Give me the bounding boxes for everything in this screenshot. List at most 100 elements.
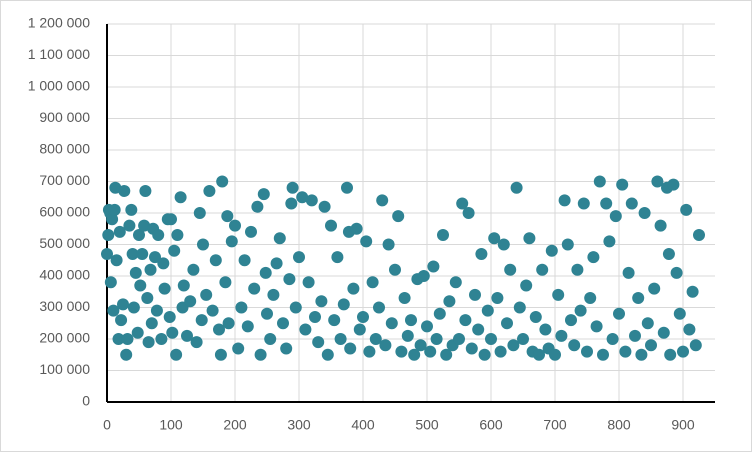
point [568, 339, 581, 352]
point [302, 276, 315, 289]
y-tick-label: 300 000 [39, 298, 90, 314]
point [150, 304, 163, 317]
point [497, 238, 510, 251]
point [318, 200, 331, 213]
x-tick-label: 200 [223, 417, 247, 433]
point [251, 200, 264, 213]
point [408, 348, 421, 361]
x-tick-label: 700 [543, 417, 567, 433]
point [545, 244, 558, 257]
point [491, 292, 504, 305]
y-tick-label: 400 000 [39, 267, 90, 283]
point [106, 213, 119, 226]
point [475, 247, 488, 260]
point [341, 181, 353, 194]
point [593, 175, 606, 188]
point [584, 292, 597, 305]
point [552, 288, 565, 301]
point [635, 348, 648, 361]
point [645, 339, 657, 352]
point [190, 336, 203, 349]
y-tick-label: 600 000 [39, 204, 90, 220]
point [165, 213, 177, 226]
point [125, 203, 138, 216]
point [113, 225, 126, 238]
point [686, 285, 699, 298]
point [587, 251, 600, 264]
point [337, 298, 350, 311]
y-tick-label: 0 [82, 393, 90, 409]
point [115, 314, 128, 327]
point [232, 342, 245, 355]
point [533, 348, 545, 361]
point [664, 348, 677, 361]
point [353, 323, 366, 336]
point [398, 292, 411, 305]
point [667, 178, 680, 191]
point [392, 210, 405, 223]
point [437, 229, 449, 242]
y-tick-label: 700 000 [39, 172, 90, 188]
point [102, 229, 115, 242]
point [219, 276, 232, 289]
point [549, 348, 561, 361]
point [222, 317, 235, 330]
point [141, 292, 154, 305]
point [501, 317, 513, 330]
point [405, 314, 417, 327]
point [296, 191, 309, 204]
point [206, 304, 219, 317]
point [529, 310, 542, 323]
y-tick-label: 100 000 [39, 361, 90, 377]
x-tick-label: 800 [607, 417, 631, 433]
point [144, 263, 157, 276]
point [453, 333, 465, 345]
point [465, 342, 478, 355]
y-tick-label: 800 000 [39, 141, 90, 157]
point [328, 314, 341, 327]
point [315, 295, 328, 308]
point [174, 191, 187, 204]
point [609, 210, 622, 223]
point [257, 188, 270, 201]
point [581, 345, 593, 358]
point [577, 197, 590, 210]
point [203, 184, 216, 197]
point [171, 229, 184, 242]
point [221, 210, 234, 223]
point [133, 229, 145, 242]
point [574, 304, 587, 317]
point [110, 254, 123, 267]
point [373, 301, 385, 314]
point [651, 175, 664, 188]
point [590, 320, 603, 333]
point [120, 348, 133, 361]
point [181, 329, 193, 342]
point [163, 310, 176, 323]
point [369, 333, 382, 345]
point [625, 197, 638, 210]
point [632, 292, 645, 305]
point [459, 314, 472, 327]
point [462, 207, 475, 219]
point [238, 254, 251, 267]
point [293, 251, 305, 264]
point [683, 323, 696, 336]
point [443, 295, 456, 308]
point [481, 304, 494, 317]
y-tick-label: 200 000 [39, 330, 90, 346]
point [267, 288, 280, 301]
point [673, 307, 686, 320]
point [166, 326, 179, 339]
y-tick-label: 1 100 000 [28, 46, 90, 62]
point [209, 254, 222, 267]
point [603, 235, 616, 248]
point [117, 298, 129, 311]
point [536, 263, 549, 276]
point [638, 207, 651, 219]
point [523, 232, 536, 245]
point [395, 345, 408, 358]
point [360, 235, 373, 248]
point [469, 288, 481, 301]
point [689, 339, 702, 352]
